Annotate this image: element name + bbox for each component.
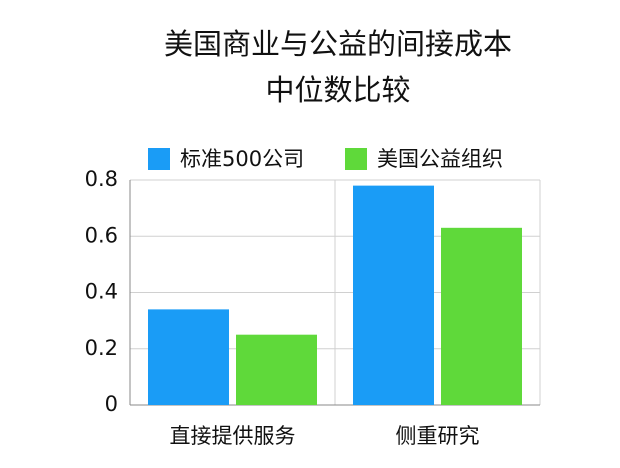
y-tick-label: 0.8 (85, 167, 118, 191)
y-tick-label: 0.2 (85, 336, 118, 360)
legend-swatch (345, 148, 367, 170)
legend-label: 标准500公司 (180, 147, 304, 171)
bar (353, 185, 434, 405)
y-tick-label: 0 (105, 392, 118, 416)
legend-swatch (148, 148, 170, 170)
chart-title: 中位数比较 (265, 73, 410, 107)
chart-title: 美国商业与公益的间接成本 (164, 27, 512, 61)
bar (236, 334, 317, 405)
legend-label: 美国公益组织 (377, 147, 503, 171)
bar (441, 227, 522, 405)
bar (148, 309, 229, 405)
x-tick-label: 侧重研究 (396, 424, 480, 448)
y-tick-label: 0.6 (85, 223, 118, 247)
x-tick-label: 直接提供服务 (170, 424, 296, 448)
y-tick-label: 0.4 (85, 280, 118, 304)
